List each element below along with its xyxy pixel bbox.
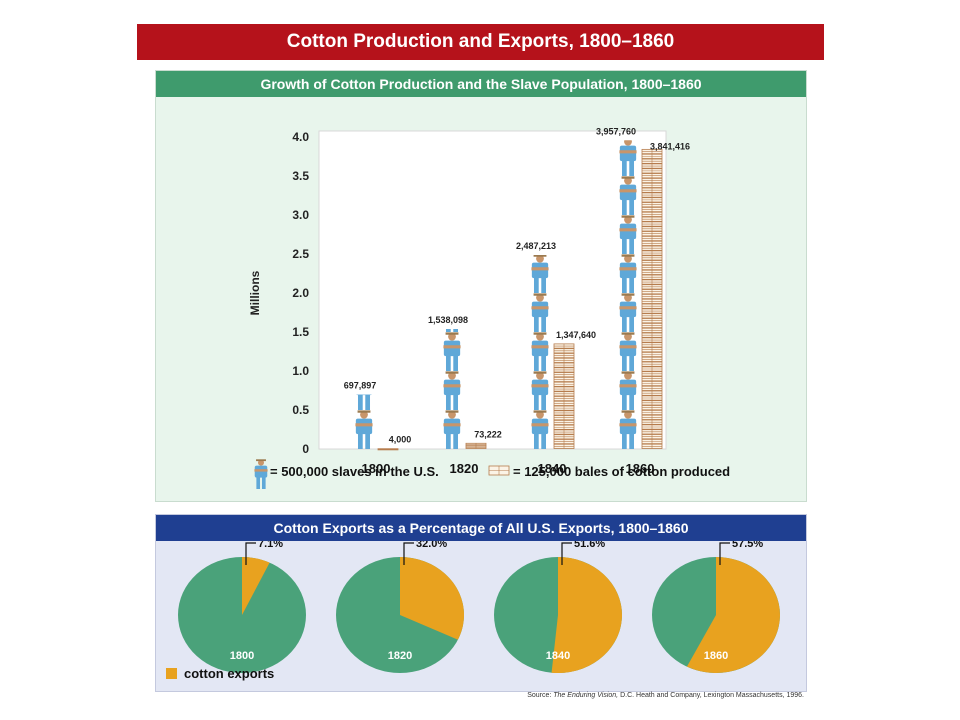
pie-1860: 57.5% 1860: [652, 541, 781, 673]
y-tick-label: 0: [302, 442, 309, 456]
slave-population-bar: [355, 394, 373, 449]
pie-leader-line: [245, 542, 256, 565]
pie-leader-line: [719, 542, 730, 565]
y-tick-label: 3.0: [292, 208, 309, 222]
y-axis-label: Millions: [248, 270, 262, 315]
plot-area: [318, 130, 667, 450]
slave-population-bar: [443, 329, 461, 449]
legend-cotton-label: = 125,000 bales of cotton produced: [513, 464, 730, 479]
y-tick-label: 4.0: [292, 130, 309, 144]
x-tick-label: 1840: [538, 461, 567, 476]
pie-leader-line: [403, 542, 414, 565]
cotton-value-label: 1,347,640: [556, 330, 596, 340]
pie-slice-cotton: [242, 557, 270, 615]
legend-cotton-exports-label: cotton exports: [184, 666, 274, 681]
slave-population-bar: [531, 254, 549, 449]
exports-chart: 7.1% 1800 32.0% 1820 51.6% 1840 57.5% 1860 cotto…: [166, 541, 781, 681]
pie-1840: 51.6% 1840: [494, 541, 623, 673]
y-tick-label: 3.5: [292, 169, 309, 183]
infographic-frame: Cotton Production and Exports, 1800–1860…: [137, 24, 824, 704]
pie-percent-label: 7.1%: [258, 541, 283, 550]
x-tick-label: 1820: [450, 461, 479, 476]
x-tick-label: 1800: [362, 461, 391, 476]
slave-value-label: 3,957,760: [596, 126, 636, 136]
legend: cotton exports: [166, 666, 274, 681]
production-chart: 0 0.5 1.0 1.5 2.0 2.5 3.0 3.5 4.0 Millions 1800 697…: [248, 126, 730, 489]
source-credit: Source: The Enduring Vision, D.C. Heath …: [527, 692, 804, 699]
slave-value-label: 2,487,213: [516, 241, 556, 251]
cotton-bales-bar: [465, 442, 487, 449]
production-chart-title: Growth of Cotton Production and the Slav…: [156, 71, 806, 97]
pie-slice-cotton: [400, 557, 464, 640]
y-tick-label: 0.5: [292, 403, 309, 417]
pie-percent-label: 51.6%: [574, 541, 605, 550]
slave-population-bar: [619, 140, 637, 449]
y-tick-label: 1.5: [292, 325, 309, 339]
y-tick-label: 1.0: [292, 364, 309, 378]
cotton-bales-bar: [641, 148, 663, 449]
pie-year-label: 1820: [388, 650, 412, 662]
slave-value-label: 697,897: [344, 381, 377, 391]
cotton-value-label: 4,000: [389, 435, 412, 445]
pie-1820: 32.0% 1820: [336, 541, 464, 673]
y-tick-label: 2.0: [292, 286, 309, 300]
cotton-bales-bar: [553, 343, 575, 449]
pie-leader-line: [561, 542, 572, 565]
pie-1800: 7.1% 1800: [178, 541, 306, 673]
pie-slice-cotton: [686, 557, 781, 673]
production-panel: Growth of Cotton Production and the Slav…: [155, 70, 807, 502]
person-icon: [254, 459, 268, 489]
pie-year-label: 1840: [546, 650, 570, 662]
pie-year-label: 1860: [704, 650, 728, 662]
pie-slice-cotton: [551, 557, 623, 673]
main-title: Cotton Production and Exports, 1800–1860: [137, 24, 824, 60]
pie-percent-label: 57.5%: [732, 541, 763, 550]
cotton-bales-bar: [377, 448, 399, 451]
legend-slave-label: = 500,000 slaves in the U.S.: [270, 464, 439, 479]
y-tick-label: 2.5: [292, 247, 309, 261]
pie-percent-label: 32.0%: [416, 541, 447, 550]
pie-year-label: 1800: [230, 650, 254, 662]
cotton-value-label: 73,222: [474, 429, 502, 439]
legend: = 500,000 slaves in the U.S. = 125,000 ba…: [254, 459, 730, 489]
x-tick-label: 1860: [626, 461, 655, 476]
exports-panel: Cotton Exports as a Percentage of All U.…: [155, 514, 807, 692]
cotton-value-label: 3,841,416: [650, 141, 690, 151]
exports-chart-title: Cotton Exports as a Percentage of All U.…: [156, 515, 806, 541]
cotton-bale-icon: [488, 465, 510, 476]
slave-value-label: 1,538,098: [428, 315, 468, 325]
cotton-exports-swatch: [166, 668, 177, 679]
